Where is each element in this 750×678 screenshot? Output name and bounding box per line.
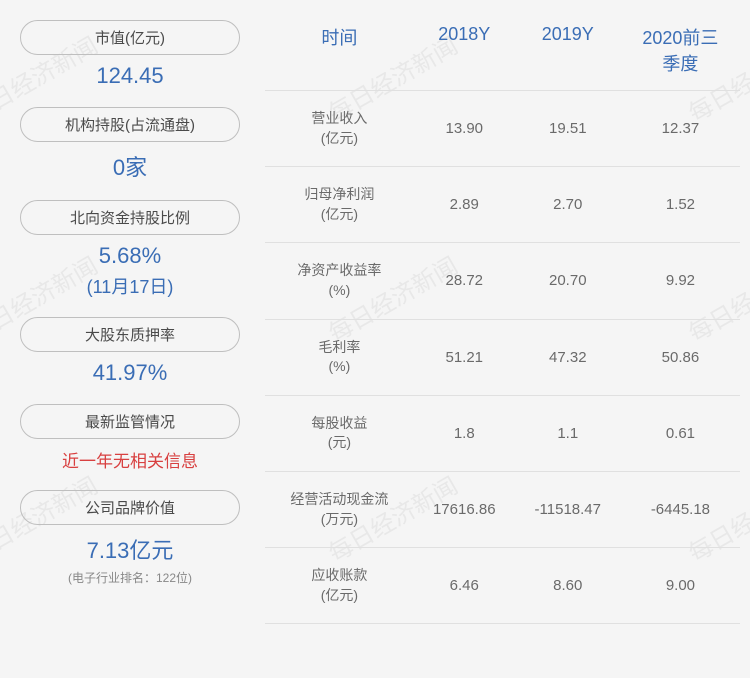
metric-value: 5.68% xyxy=(20,243,240,269)
metric-label: 机构持股(占流通盘) xyxy=(20,107,240,142)
metric-sub: (11月17日) xyxy=(20,273,240,299)
right-panel: 时间2018Y2019Y2020前三季度 营业收入(亿元)13.9019.511… xyxy=(250,10,740,668)
table-header-cell: 2020前三季度 xyxy=(621,10,740,91)
row-value: 20.70 xyxy=(515,243,621,319)
table-row: 营业收入(亿元)13.9019.5112.37 xyxy=(265,91,740,167)
row-value: 51.21 xyxy=(414,319,515,395)
metric-value: 0家 xyxy=(20,150,240,182)
row-value: 1.1 xyxy=(515,395,621,471)
financial-table: 时间2018Y2019Y2020前三季度 营业收入(亿元)13.9019.511… xyxy=(265,10,740,624)
row-value: 8.60 xyxy=(515,548,621,624)
row-value: 6.46 xyxy=(414,548,515,624)
metric-label: 最新监管情况 xyxy=(20,404,240,439)
table-row: 毛利率(%)51.2147.3250.86 xyxy=(265,319,740,395)
row-label: 毛利率(%) xyxy=(265,319,414,395)
row-value: 9.92 xyxy=(621,243,740,319)
table-header-row: 时间2018Y2019Y2020前三季度 xyxy=(265,10,740,91)
metric-label: 大股东质押率 xyxy=(20,317,240,352)
row-value: 47.32 xyxy=(515,319,621,395)
metric-value: 124.45 xyxy=(20,63,240,89)
row-value: -11518.47 xyxy=(515,471,621,547)
table-header-cell: 时间 xyxy=(265,10,414,91)
metric-value: 41.97% xyxy=(20,360,240,386)
row-value: 2.89 xyxy=(414,167,515,243)
table-row: 归母净利润(亿元)2.892.701.52 xyxy=(265,167,740,243)
row-value: 19.51 xyxy=(515,91,621,167)
table-header-cell: 2019Y xyxy=(515,10,621,91)
row-value: 0.61 xyxy=(621,395,740,471)
row-value: 12.37 xyxy=(621,91,740,167)
table-row: 每股收益(元)1.81.10.61 xyxy=(265,395,740,471)
row-label: 应收账款(亿元) xyxy=(265,548,414,624)
table-header-cell: 2018Y xyxy=(414,10,515,91)
row-label: 净资产收益率(%) xyxy=(265,243,414,319)
row-value: 2.70 xyxy=(515,167,621,243)
row-value: 1.8 xyxy=(414,395,515,471)
metric-label: 市值(亿元) xyxy=(20,20,240,55)
row-value: 13.90 xyxy=(414,91,515,167)
row-label: 每股收益(元) xyxy=(265,395,414,471)
row-value: 17616.86 xyxy=(414,471,515,547)
left-panel: 市值(亿元) 124.45 机构持股(占流通盘) 0家北向资金持股比例 5.68% (11… xyxy=(10,10,250,668)
table-row: 经营活动现金流(万元)17616.86-11518.47-6445.18 xyxy=(265,471,740,547)
metric-label: 北向资金持股比例 xyxy=(20,200,240,235)
row-label: 归母净利润(亿元) xyxy=(265,167,414,243)
table-row: 应收账款(亿元)6.468.609.00 xyxy=(265,548,740,624)
row-value: 1.52 xyxy=(621,167,740,243)
row-value: 28.72 xyxy=(414,243,515,319)
row-value: 9.00 xyxy=(621,548,740,624)
table-body: 营业收入(亿元)13.9019.5112.37归母净利润(亿元)2.892.70… xyxy=(265,91,740,624)
metric-label: 公司品牌价值 xyxy=(20,490,240,525)
table-row: 净资产收益率(%)28.7220.709.92 xyxy=(265,243,740,319)
row-label: 经营活动现金流(万元) xyxy=(265,471,414,547)
row-label: 营业收入(亿元) xyxy=(265,91,414,167)
row-value: 50.86 xyxy=(621,319,740,395)
metric-value: 7.13亿元 xyxy=(20,533,240,565)
metric-rank: (电子行业排名：122位) xyxy=(20,569,240,586)
row-value: -6445.18 xyxy=(621,471,740,547)
metric-value: 近一年无相关信息 xyxy=(20,447,240,472)
